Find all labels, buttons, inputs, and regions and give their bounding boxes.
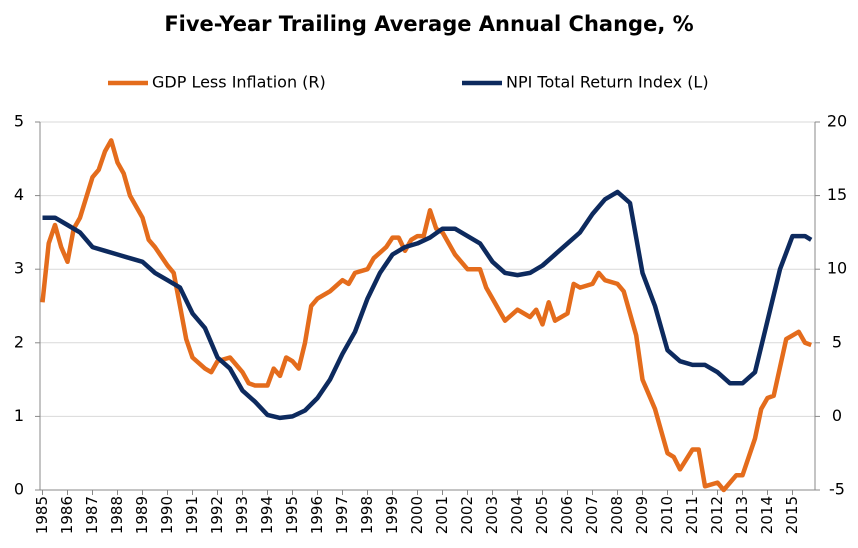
x-tick-label: 2009 bbox=[633, 496, 651, 534]
y-tick-label: 5 bbox=[14, 112, 24, 131]
x-tick-label: 2007 bbox=[583, 496, 601, 534]
series-line bbox=[40, 138, 812, 493]
y2-tick-label: 5 bbox=[832, 332, 842, 351]
x-tick-label: 1997 bbox=[333, 496, 351, 534]
x-tick-label: 1996 bbox=[308, 496, 326, 534]
y2-tick-label: -5 bbox=[829, 480, 845, 499]
chart-title: Five-Year Trailing Average Annual Change… bbox=[164, 12, 693, 36]
x-tick-label: 1987 bbox=[83, 496, 101, 534]
x-tick-label: 2010 bbox=[658, 496, 676, 534]
legend-label: GDP Less Inflation (R) bbox=[152, 73, 326, 92]
x-tick-label: 2012 bbox=[708, 496, 726, 534]
x-tick-label: 2003 bbox=[483, 496, 501, 534]
y-tick-label: 0 bbox=[14, 480, 24, 499]
x-tick-label: 2002 bbox=[458, 496, 476, 534]
y-tick-label: 2 bbox=[14, 332, 24, 351]
x-tick-label: 2011 bbox=[683, 496, 701, 534]
x-tick-label: 1986 bbox=[58, 496, 76, 534]
x-tick-label: 2006 bbox=[558, 496, 576, 534]
x-tick-label: 2015 bbox=[783, 496, 801, 534]
x-tick-label: 1999 bbox=[383, 496, 401, 534]
x-tick-label: 2004 bbox=[508, 496, 526, 534]
x-tick-label: 1993 bbox=[233, 496, 251, 534]
y2-tick-label: 20 bbox=[827, 112, 847, 131]
x-tick-label: 2014 bbox=[758, 496, 776, 534]
x-tick-label: 2013 bbox=[733, 496, 751, 534]
x-tick-label: 1992 bbox=[208, 496, 226, 534]
x-tick-label: 1995 bbox=[283, 496, 301, 534]
x-tick-label: 1998 bbox=[358, 496, 376, 534]
y2-tick-label: 15 bbox=[827, 185, 847, 204]
x-tick-label: 1994 bbox=[258, 496, 276, 534]
x-tick-label: 2008 bbox=[608, 496, 626, 534]
series-line bbox=[42, 189, 813, 421]
x-tick-label: 2001 bbox=[433, 496, 451, 534]
y-tick-label: 3 bbox=[14, 259, 24, 278]
y-tick-label: 4 bbox=[14, 185, 24, 204]
x-tick-label: 1988 bbox=[108, 496, 126, 534]
y-tick-label: 1 bbox=[14, 406, 24, 425]
y2-tick-label: 10 bbox=[827, 259, 847, 278]
x-tick-label: 1991 bbox=[183, 496, 201, 534]
x-tick-label: 1990 bbox=[158, 496, 176, 534]
x-tick-label: 1985 bbox=[33, 496, 51, 534]
x-tick-label: 2000 bbox=[408, 496, 426, 534]
y2-tick-label: 0 bbox=[832, 406, 842, 425]
x-tick-label: 1989 bbox=[133, 496, 151, 534]
legend-label: NPI Total Return Index (L) bbox=[506, 73, 709, 92]
x-tick-label: 2005 bbox=[533, 496, 551, 534]
